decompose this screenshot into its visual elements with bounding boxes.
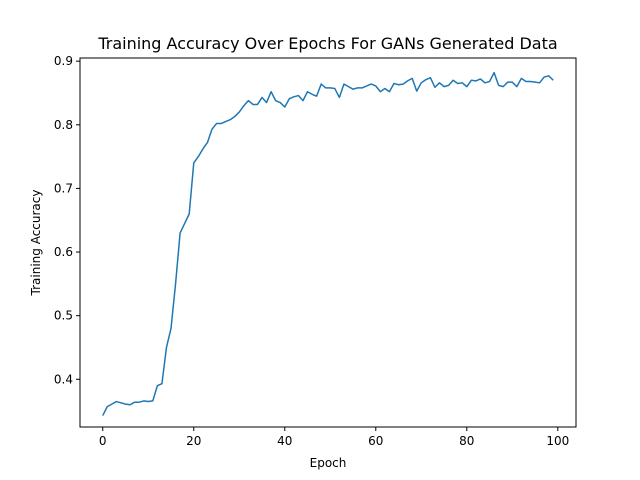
x-tick-label: 20 <box>186 434 201 448</box>
y-tick-label: 0.7 <box>54 181 73 195</box>
x-tick-label: 80 <box>459 434 474 448</box>
y-tick-label: 0.5 <box>54 309 73 323</box>
y-axis-label: Training Accuracy <box>29 190 43 297</box>
axes-frame <box>79 57 577 428</box>
y-tick-label: 0.6 <box>54 245 73 259</box>
x-tick-label: 100 <box>546 434 569 448</box>
series-line-0 <box>102 71 554 416</box>
x-axis: 0 20 40 60 80 100 <box>99 427 569 448</box>
y-tick-label: 0.8 <box>54 118 73 132</box>
x-tick-label: 0 <box>99 434 107 448</box>
y-axis: 0.4 0.5 0.6 0.7 0.8 0.9 <box>54 54 80 386</box>
x-tick-label: 40 <box>277 434 292 448</box>
x-axis-label: Epoch <box>310 456 347 470</box>
y-tick-label: 0.4 <box>54 372 73 386</box>
chart-title: Training Accuracy Over Epochs For GANs G… <box>97 34 557 53</box>
series-layer <box>102 71 554 416</box>
plot-area: 0 20 40 60 80 100 0.4 0.5 0.6 0.7 0.8 0.9 <box>54 54 577 448</box>
x-tick-label: 60 <box>368 434 383 448</box>
y-tick-label: 0.9 <box>54 54 73 68</box>
